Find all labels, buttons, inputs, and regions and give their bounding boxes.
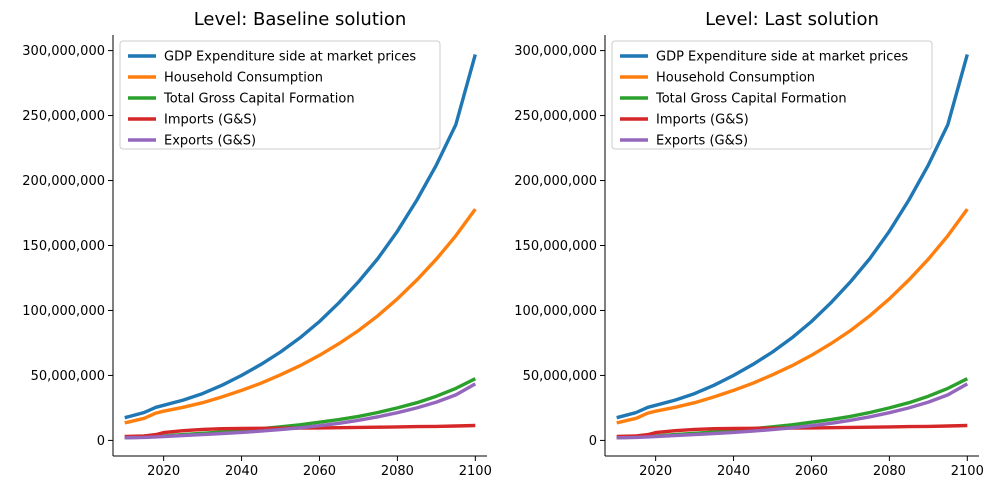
x-tick-label: 2060 bbox=[303, 464, 336, 479]
y-tick-label: 0 bbox=[589, 434, 597, 449]
chart-panels: Level: Baseline solution 0 50,000,000 100,0… bbox=[22, 9, 984, 479]
series-lines bbox=[124, 54, 477, 440]
x-tick-label: 2040 bbox=[225, 464, 258, 479]
y-tick-label: 300,000,000 bbox=[514, 44, 597, 59]
y-tick-label: 250,000,000 bbox=[514, 109, 597, 124]
legend-label-3: Total Gross Capital Formation bbox=[163, 92, 355, 107]
series-lines bbox=[616, 54, 969, 440]
chart-title: Level: Baseline solution bbox=[194, 9, 407, 30]
legend-label-1: GDP Expenditure side at market prices bbox=[164, 50, 416, 65]
y-tick-label: 150,000,000 bbox=[22, 239, 105, 254]
y-tick-label: 0 bbox=[97, 434, 105, 449]
legend: GDP Expenditure side at market prices Hou… bbox=[119, 40, 441, 150]
y-tick-label: 200,000,000 bbox=[514, 174, 597, 189]
y-tick-label: 300,000,000 bbox=[22, 44, 105, 59]
legend-label-1: GDP Expenditure side at market prices bbox=[656, 50, 908, 65]
legend-label-5: Exports (G&S) bbox=[164, 134, 256, 149]
legend-label-2: Household Consumption bbox=[656, 71, 815, 86]
x-tick-label: 2080 bbox=[873, 464, 906, 479]
legend-label-4: Imports (G&S) bbox=[656, 113, 749, 128]
chart-panel-1: Level: Baseline solution 0 50,000,000 100,0… bbox=[22, 9, 492, 479]
chart-panel-2: Level: Last solution 0 50,000,000 100,000,0… bbox=[514, 9, 984, 479]
series-line-5 bbox=[616, 382, 969, 440]
y-tick-label: 250,000,000 bbox=[22, 109, 105, 124]
series-line-2 bbox=[616, 208, 969, 425]
legend-box bbox=[119, 40, 441, 150]
legend-label-5: Exports (G&S) bbox=[656, 134, 748, 149]
x-tick-label: 2040 bbox=[717, 464, 750, 479]
series-line-1 bbox=[124, 54, 477, 420]
x-tick-label: 2080 bbox=[381, 464, 414, 479]
x-tick-label: 2020 bbox=[639, 464, 672, 479]
legend-label-3: Total Gross Capital Formation bbox=[655, 92, 847, 107]
x-tick-label: 2020 bbox=[147, 464, 180, 479]
x-tick-label: 2100 bbox=[951, 464, 984, 479]
y-tick-label: 50,000,000 bbox=[523, 369, 597, 384]
series-line-2 bbox=[124, 208, 477, 425]
y-tick-label: 150,000,000 bbox=[514, 239, 597, 254]
x-tick-label: 2100 bbox=[459, 464, 492, 479]
legend-box bbox=[611, 40, 933, 150]
x-tick-label: 2060 bbox=[795, 464, 828, 479]
y-tick-label: 200,000,000 bbox=[22, 174, 105, 189]
chart-title: Level: Last solution bbox=[705, 9, 879, 30]
y-tick-label: 50,000,000 bbox=[31, 369, 105, 384]
series-line-1 bbox=[616, 54, 969, 420]
y-tick-label: 100,000,000 bbox=[514, 304, 597, 319]
y-tick-label: 100,000,000 bbox=[22, 304, 105, 319]
legend-label-2: Household Consumption bbox=[164, 71, 323, 86]
legend: GDP Expenditure side at market prices Hou… bbox=[611, 40, 933, 150]
series-line-5 bbox=[124, 382, 477, 440]
legend-label-4: Imports (G&S) bbox=[164, 113, 257, 128]
